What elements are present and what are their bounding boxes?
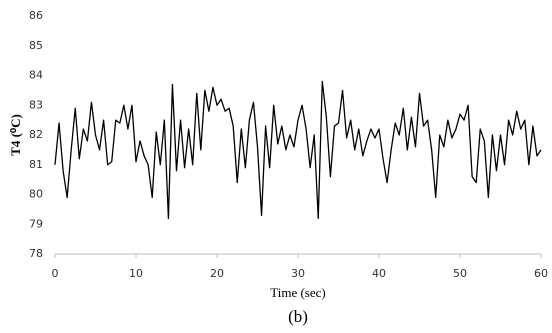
y-tick-label: 79 <box>29 217 43 230</box>
y-tick-label: 82 <box>29 128 43 141</box>
y-tick-label: 81 <box>29 158 43 171</box>
x-tick-label: 20 <box>210 267 224 280</box>
y-tick-label: 83 <box>29 98 43 111</box>
x-tick-label: 30 <box>291 267 305 280</box>
y-tick-label: 86 <box>29 9 43 22</box>
x-tick-label: 0 <box>52 267 59 280</box>
data-line <box>54 80 542 219</box>
x-tick-label: 60 <box>534 267 548 280</box>
y-tick-label: 80 <box>29 188 43 201</box>
x-tick-label: 10 <box>129 267 143 280</box>
x-tick-label: 50 <box>453 267 467 280</box>
x-axis-label: Time (sec) <box>270 285 326 300</box>
y-tick-label: 85 <box>29 39 43 52</box>
y-axis-label: T4 (⁰C) <box>8 114 23 156</box>
y-tick-label: 84 <box>29 69 43 82</box>
x-tick-label: 40 <box>372 267 386 280</box>
y-tick-label: 78 <box>29 247 43 260</box>
caption: (b) <box>288 307 308 326</box>
